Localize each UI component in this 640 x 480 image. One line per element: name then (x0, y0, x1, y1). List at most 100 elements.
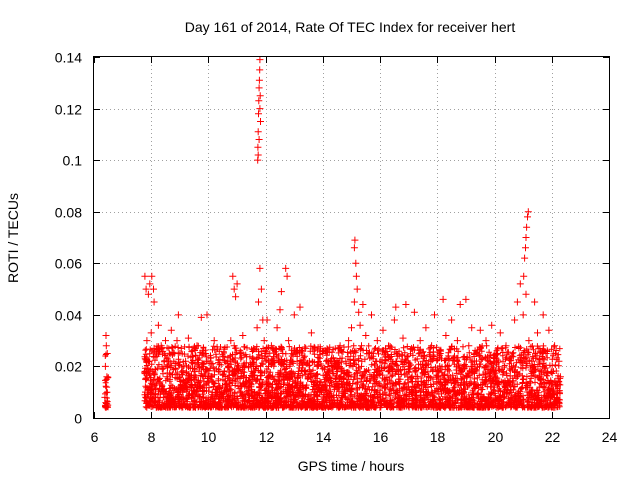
dense-marker (225, 404, 232, 411)
dense-marker (376, 380, 383, 387)
dense-marker (205, 388, 212, 395)
dense-marker (197, 349, 204, 356)
dense-marker (553, 347, 560, 354)
dense-marker (149, 395, 156, 402)
data-point (462, 295, 470, 303)
data-point (313, 362, 321, 370)
dense-marker (325, 359, 332, 365)
data-point (222, 381, 230, 388)
dense-marker (400, 402, 407, 409)
dense-marker (549, 356, 556, 363)
dense-marker (543, 380, 550, 387)
dense-marker (323, 386, 330, 393)
dense-marker (500, 379, 506, 386)
x-tick-label: 14 (316, 429, 332, 445)
data-point (236, 350, 244, 357)
dense-marker (317, 343, 324, 350)
x-axis-ticks: 6 8 10 12 14 16 18 20 22 24 (91, 57, 617, 445)
dense-marker (237, 388, 244, 395)
dense-marker (249, 392, 256, 399)
dense-marker (349, 393, 356, 400)
dense-marker (388, 373, 395, 380)
dense-marker (495, 363, 502, 370)
dense-marker (507, 383, 514, 389)
dense-marker (540, 360, 546, 367)
dense-marker (275, 353, 282, 359)
dense-marker (265, 399, 272, 406)
data-point (253, 375, 261, 383)
dense-marker (350, 357, 357, 364)
data-point (491, 383, 499, 391)
dense-marker (315, 358, 322, 365)
data-point (101, 362, 109, 370)
data-point (169, 383, 177, 391)
dense-marker (368, 361, 375, 368)
dense-marker (335, 349, 342, 356)
data-point (255, 110, 262, 118)
dense-marker (502, 384, 509, 391)
data-point (522, 234, 530, 241)
dense-marker (282, 386, 289, 393)
data-point (322, 388, 330, 396)
dense-marker (269, 404, 276, 411)
data-point (493, 350, 501, 357)
data-point (556, 373, 564, 381)
dense-marker (496, 397, 503, 404)
data-point (505, 378, 513, 386)
dense-marker (432, 364, 439, 371)
dense-marker (408, 386, 415, 393)
dense-marker (402, 380, 409, 387)
dense-marker (500, 399, 507, 406)
dense-marker (200, 345, 207, 351)
dense-marker (540, 398, 546, 405)
dense-marker (460, 354, 467, 361)
dense-marker (489, 377, 496, 384)
dense-marker (375, 400, 382, 406)
data-point (305, 373, 313, 381)
data-point (316, 378, 324, 386)
dense-marker (286, 363, 293, 370)
dense-marker (436, 363, 443, 369)
dense-marker (364, 404, 371, 411)
dense-marker (430, 376, 436, 383)
dense-marker (453, 370, 460, 377)
data-point (513, 298, 521, 306)
data-point (451, 352, 458, 360)
dense-marker (275, 391, 282, 397)
dense-marker (290, 351, 297, 358)
dense-marker (207, 402, 214, 408)
dense-marker (445, 390, 451, 397)
dense-marker (474, 403, 481, 410)
data-point (422, 324, 430, 332)
data-point (142, 285, 150, 293)
dense-marker (523, 364, 529, 371)
dense-marker (370, 355, 377, 362)
data-point (445, 375, 453, 383)
dense-marker (431, 394, 438, 401)
dense-marker (372, 404, 379, 411)
dense-marker (366, 377, 373, 384)
y-tick-label: 0.06 (55, 256, 82, 272)
dense-marker (201, 378, 207, 385)
dense-marker (376, 368, 383, 375)
data-point (351, 236, 359, 244)
dense-marker (355, 364, 362, 371)
data-point (255, 298, 262, 306)
data-point (213, 386, 221, 394)
data-point (230, 285, 238, 293)
dense-marker (227, 396, 234, 403)
data-point (534, 329, 541, 337)
dense-marker (424, 394, 431, 400)
dense-marker (539, 353, 545, 360)
dense-marker (446, 346, 453, 353)
data-point (520, 272, 528, 280)
dense-marker (265, 373, 272, 380)
dense-marker (518, 351, 525, 358)
data-point (353, 285, 361, 293)
dense-marker (551, 343, 557, 350)
dense-marker (143, 346, 150, 353)
dense-marker (466, 368, 473, 375)
dense-marker (249, 355, 256, 362)
dense-marker (444, 398, 450, 405)
dense-marker (281, 394, 288, 401)
